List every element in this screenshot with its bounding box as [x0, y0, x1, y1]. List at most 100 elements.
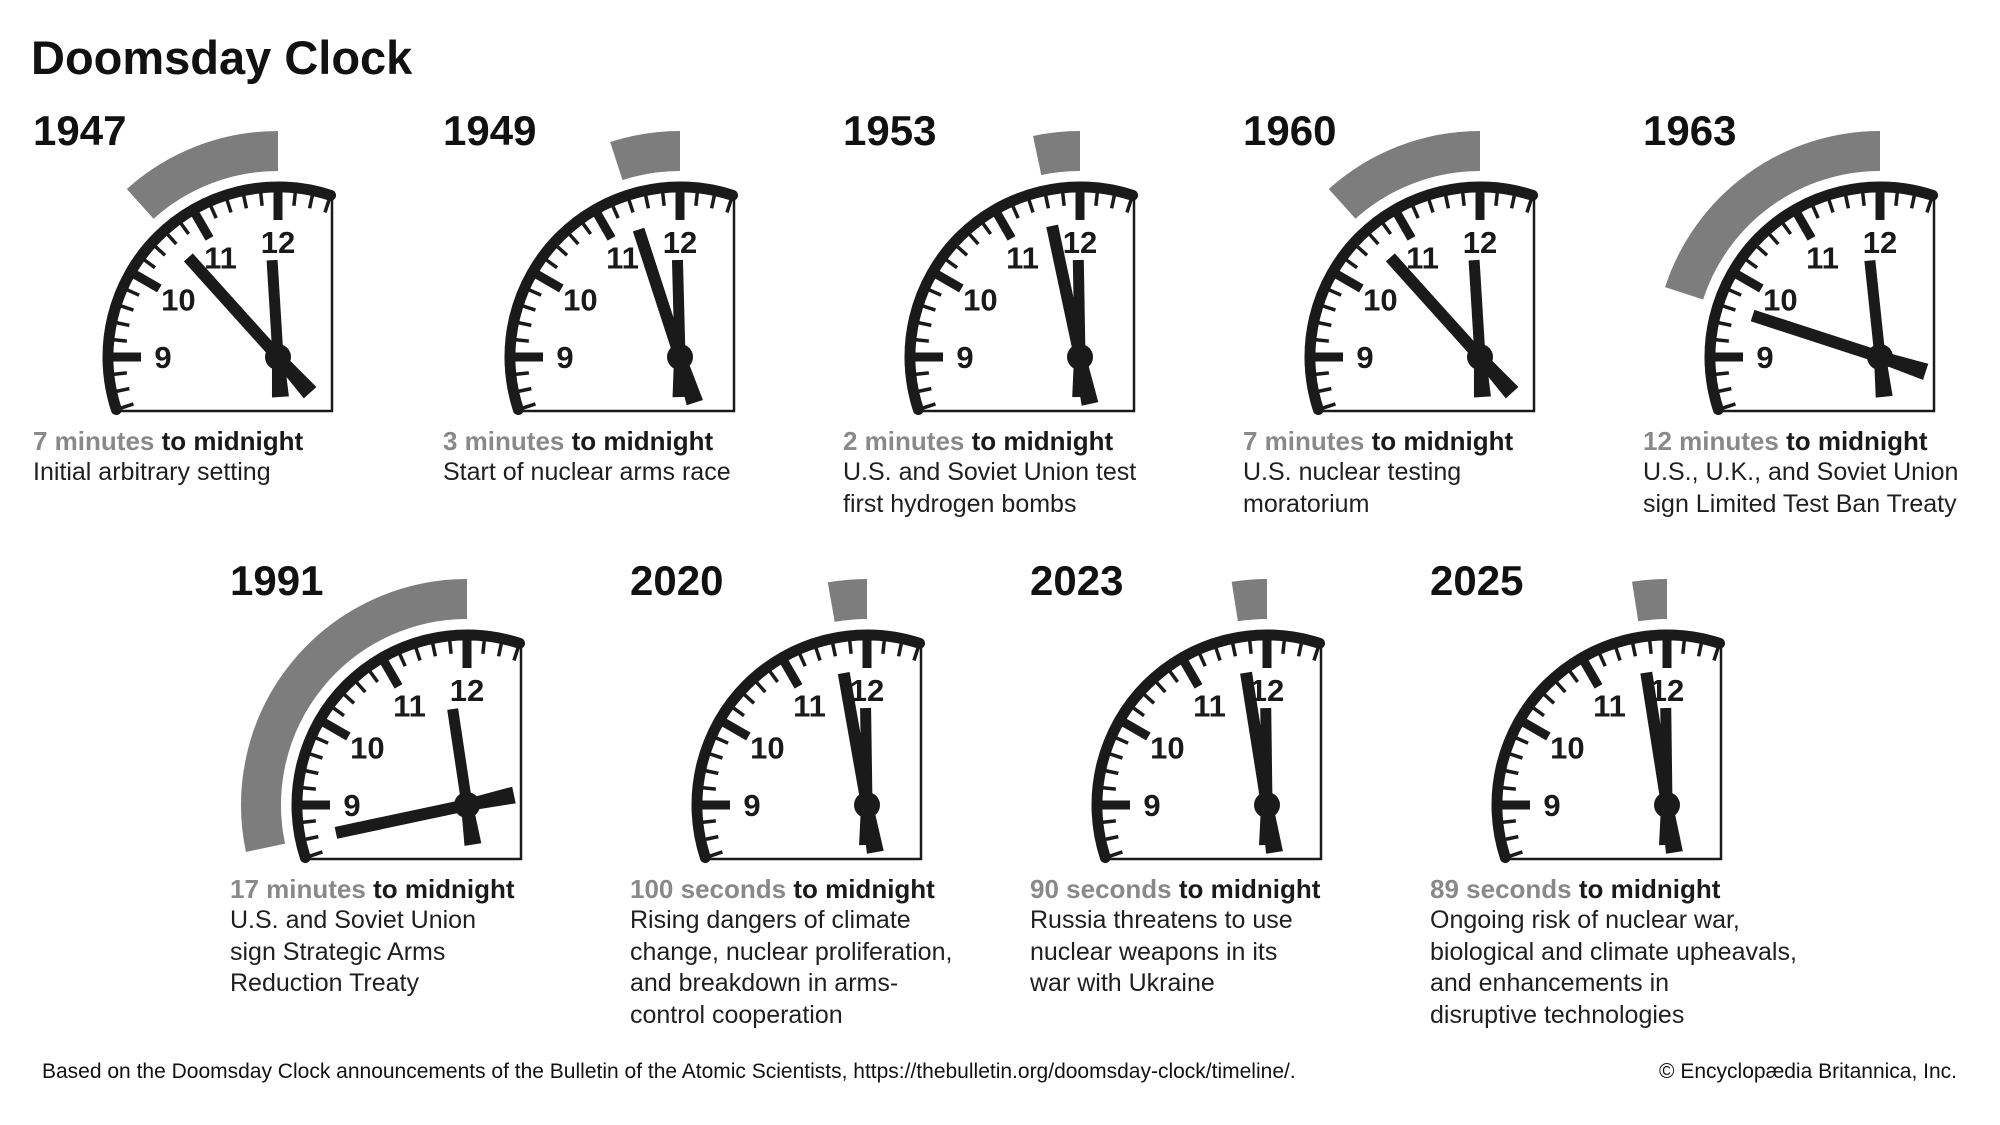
minute-tick	[917, 320, 932, 328]
caption-line: first hydrogen bombs	[843, 489, 1077, 518]
minute-tick	[1314, 337, 1330, 343]
minute-tick	[731, 706, 746, 718]
minute-tick	[754, 680, 767, 694]
minute-tick	[921, 402, 936, 410]
minute-tick	[115, 386, 130, 394]
minute-tick	[1314, 371, 1330, 377]
dial-number-10: 10	[563, 283, 597, 318]
minute-tick	[314, 735, 329, 745]
caption-line: disruptive technologies	[1430, 1000, 1685, 1029]
minute-tick	[241, 194, 249, 209]
minute-tick	[768, 669, 780, 684]
time-to-midnight: 17 minutes to midnight	[230, 874, 610, 905]
time-value: 17 minutes	[230, 874, 366, 904]
year-label-1991: 1991	[230, 557, 324, 604]
minute-tick	[555, 244, 569, 257]
doomsday-band	[610, 131, 681, 181]
minute-tick	[301, 785, 317, 791]
minute-tick	[1230, 642, 1238, 657]
minute-hand	[1385, 253, 1485, 362]
dial-number-9: 9	[956, 340, 973, 375]
minute-tick	[927, 287, 942, 297]
minute-tick	[610, 204, 620, 219]
time-value: 7 minutes	[33, 426, 155, 456]
clock-rim	[291, 629, 526, 864]
dial-number-9: 9	[343, 788, 360, 823]
time-value: 7 minutes	[1243, 426, 1365, 456]
minute-tick	[1104, 834, 1119, 842]
dial-number-9: 9	[1356, 340, 1373, 375]
dial-number-9: 9	[556, 340, 573, 375]
caption-line: war with Ukraine	[1030, 969, 1215, 997]
minute-tick	[521, 304, 536, 312]
minute-tick	[225, 198, 233, 213]
caption-line: nuclear weapons in its	[1030, 937, 1278, 966]
caption-line: control cooperation	[630, 1000, 843, 1029]
minute-tick	[1281, 639, 1287, 655]
panel-border	[914, 191, 1136, 413]
minute-tick	[581, 221, 593, 236]
year-label-2023: 2023	[1030, 557, 1124, 604]
minute-tick	[921, 304, 936, 312]
minute-tick	[481, 639, 487, 655]
source-note: Based on the Doomsday Clock announcement…	[42, 1060, 1296, 1083]
pivot-dot	[1254, 792, 1280, 818]
dial-number-12: 12	[1863, 225, 1897, 260]
minute-hand	[1750, 309, 1882, 363]
minute-tick	[814, 646, 822, 661]
dial-number-9: 9	[154, 340, 171, 375]
hour-tick	[1733, 270, 1764, 293]
minute-hand	[334, 799, 469, 839]
clock-rim	[1304, 181, 1539, 416]
caption-line: Rising dangers of climate	[630, 906, 911, 934]
dial-number-11: 11	[1806, 241, 1839, 276]
year-label-1949: 1949	[443, 107, 537, 154]
time-suffix: to midnight	[1371, 426, 1514, 456]
doomsday-band	[1665, 131, 1881, 300]
minute-tick	[704, 768, 719, 776]
minute-tick	[1744, 258, 1759, 270]
pivot-dot	[1067, 344, 1093, 370]
dial-number-11: 11	[1406, 241, 1439, 276]
minute-tick	[1894, 191, 1900, 207]
dial-number-11: 11	[1006, 241, 1039, 276]
minute-tick	[208, 204, 218, 219]
clock-rim	[1091, 629, 1326, 864]
time-to-midnight: 89 seconds to midnight	[1430, 874, 1810, 905]
caption-line: and breakdown in arms-	[630, 969, 899, 997]
minute-hand	[1640, 671, 1673, 806]
hour-tick	[380, 658, 403, 689]
minute-tick	[1321, 304, 1336, 312]
minute-tick	[694, 191, 700, 207]
hour-tick	[1580, 658, 1603, 689]
minute-tick	[1681, 639, 1687, 655]
clock-rim	[504, 181, 739, 416]
minute-tick	[881, 639, 887, 655]
minute-tick	[165, 232, 178, 246]
minute-tick	[1696, 642, 1704, 657]
minute-tick	[912, 646, 920, 661]
minute-tick	[1504, 834, 1519, 842]
pivot-dot	[1867, 344, 1893, 370]
time-suffix: to midnight	[1786, 426, 1928, 456]
time-to-midnight: 7 minutes to midnight	[33, 426, 413, 457]
minute-tick	[1827, 198, 1835, 213]
minute-tick	[1630, 642, 1638, 657]
hour-hand	[1864, 259, 1886, 358]
time-suffix: to midnight	[971, 426, 1114, 456]
minute-tick	[1296, 642, 1304, 657]
minute-tick	[1755, 244, 1769, 257]
minute-tick	[1142, 692, 1156, 705]
minute-tick	[304, 768, 319, 776]
minute-tick	[1647, 639, 1653, 655]
pivot-dot	[854, 792, 880, 818]
pivot-dot	[265, 344, 291, 370]
minute-hand	[1046, 224, 1086, 359]
minute-tick	[1494, 191, 1500, 207]
minute-tick	[714, 735, 729, 745]
minute-tick	[521, 402, 536, 410]
clock-rim	[1491, 629, 1726, 864]
minute-tick	[119, 304, 134, 312]
minute-tick	[307, 194, 315, 209]
